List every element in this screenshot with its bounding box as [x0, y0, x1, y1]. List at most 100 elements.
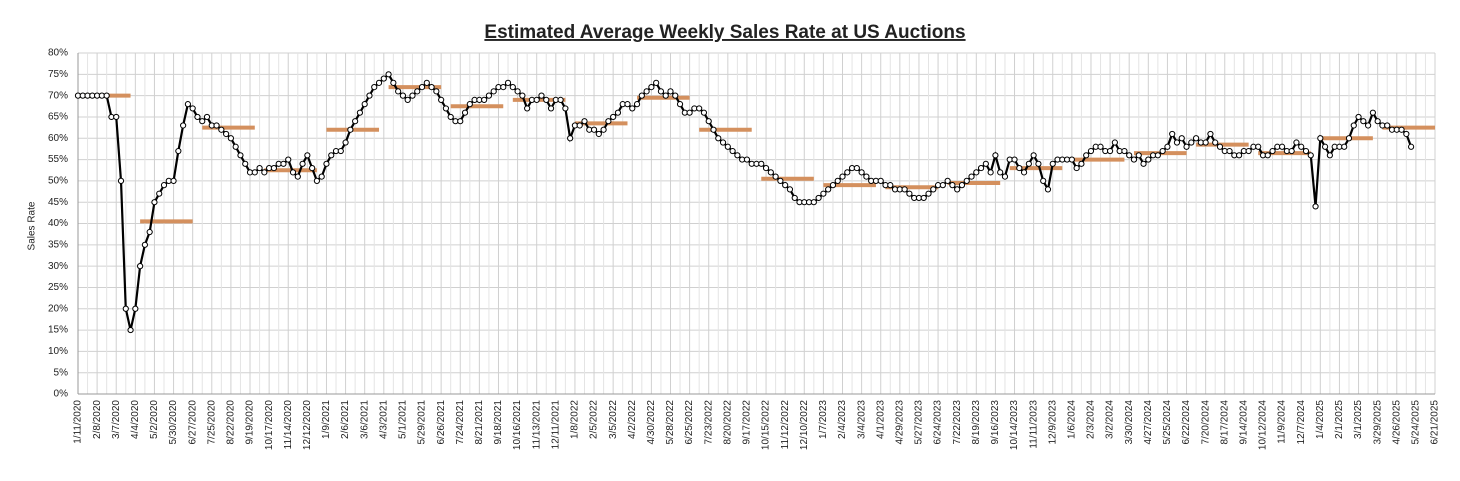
x-tick-label: 6/27/2020 [187, 400, 198, 445]
x-tick-label: 8/19/2023 [971, 400, 982, 445]
point [1278, 143, 1286, 150]
point [423, 79, 430, 86]
point [203, 113, 211, 121]
point [1216, 143, 1224, 150]
point [834, 177, 841, 184]
point [141, 241, 148, 248]
point [533, 96, 540, 103]
point [361, 101, 368, 108]
point [562, 105, 569, 112]
point [1083, 152, 1090, 159]
point [743, 156, 751, 163]
x-tick-label: 4/30/2022 [646, 400, 657, 445]
y-tick-label: 40% [48, 218, 68, 229]
x-tick-label: 1/8/2022 [570, 400, 581, 439]
point [1130, 156, 1138, 163]
x-tick-label: 11/13/2021 [531, 400, 542, 450]
point [1207, 130, 1214, 138]
point [457, 118, 464, 125]
point [199, 118, 206, 125]
point [777, 177, 784, 184]
point [1140, 160, 1147, 167]
point [925, 190, 932, 197]
point [939, 182, 946, 189]
point [863, 173, 870, 180]
point [858, 169, 865, 176]
x-tick-label: 7/23/2022 [703, 400, 714, 445]
point [844, 169, 851, 176]
x-tick-label: 8/22/2020 [226, 400, 237, 445]
point [1135, 152, 1142, 159]
point [543, 96, 550, 103]
point [366, 92, 373, 99]
point [729, 147, 736, 155]
point [1374, 118, 1381, 125]
x-tick-label: 4/4/2020 [130, 400, 141, 439]
point [786, 186, 794, 193]
point [409, 92, 416, 99]
x-tick-label: 5/24/2025 [1411, 400, 1422, 445]
point [982, 160, 989, 167]
point [1355, 113, 1362, 121]
x-tick-label: 1/9/2021 [321, 400, 332, 439]
point [1235, 152, 1243, 159]
point [1164, 143, 1171, 150]
x-tick-label: 3/1/2025 [1353, 400, 1364, 439]
point [1188, 139, 1195, 146]
point [117, 177, 125, 184]
point [538, 92, 545, 99]
point [256, 164, 263, 172]
x-tick-label: 10/12/2024 [1258, 400, 1269, 450]
point [657, 88, 665, 95]
point [1403, 130, 1410, 138]
x-tick-label: 7/20/2024 [1200, 400, 1211, 445]
y-tick-label: 25% [48, 282, 68, 293]
point [853, 164, 860, 172]
x-tick-label: 6/25/2022 [684, 400, 695, 445]
y-tick-label: 15% [48, 325, 68, 336]
point [156, 190, 163, 197]
x-tick-label: 3/2/2024 [1105, 400, 1116, 439]
x-tick-label: 2/6/2021 [340, 400, 351, 439]
x-tick-label: 10/17/2020 [264, 400, 275, 450]
point [815, 194, 822, 202]
point [170, 177, 177, 184]
point [466, 101, 473, 108]
point [629, 105, 636, 112]
point [1384, 122, 1391, 129]
y-axis-label: Sales Rate [27, 201, 38, 250]
point [676, 101, 684, 108]
point [414, 88, 421, 95]
point [1020, 169, 1028, 176]
point [782, 182, 789, 189]
point [251, 169, 258, 176]
x-tick-label: 12/12/2020 [302, 400, 313, 450]
point [509, 84, 516, 91]
point [944, 177, 951, 184]
point [590, 126, 598, 133]
point [1360, 118, 1367, 125]
x-tick-label: 4/26/2025 [1391, 400, 1402, 445]
x-tick-label: 1/6/2024 [1066, 400, 1077, 439]
point [1202, 139, 1209, 146]
point [1073, 164, 1080, 172]
point [385, 71, 392, 78]
point [977, 164, 985, 172]
point [1183, 143, 1190, 150]
x-tick-label: 3/30/2024 [1124, 400, 1135, 445]
point [223, 130, 230, 138]
point [610, 113, 617, 121]
x-tick-label: 10/16/2021 [512, 400, 523, 450]
x-tick-label: 12/9/2023 [1047, 400, 1058, 445]
point [285, 156, 292, 163]
y-tick-label: 10% [48, 346, 68, 357]
point [433, 88, 440, 95]
point [734, 152, 741, 159]
point [643, 88, 650, 95]
chart-title: Estimated Average Weekly Sales Rate at U… [484, 22, 965, 43]
x-tick-label: 3/5/2022 [608, 400, 619, 439]
point [1111, 139, 1118, 146]
point [653, 79, 660, 86]
x-tick-label: 5/28/2022 [665, 400, 676, 445]
